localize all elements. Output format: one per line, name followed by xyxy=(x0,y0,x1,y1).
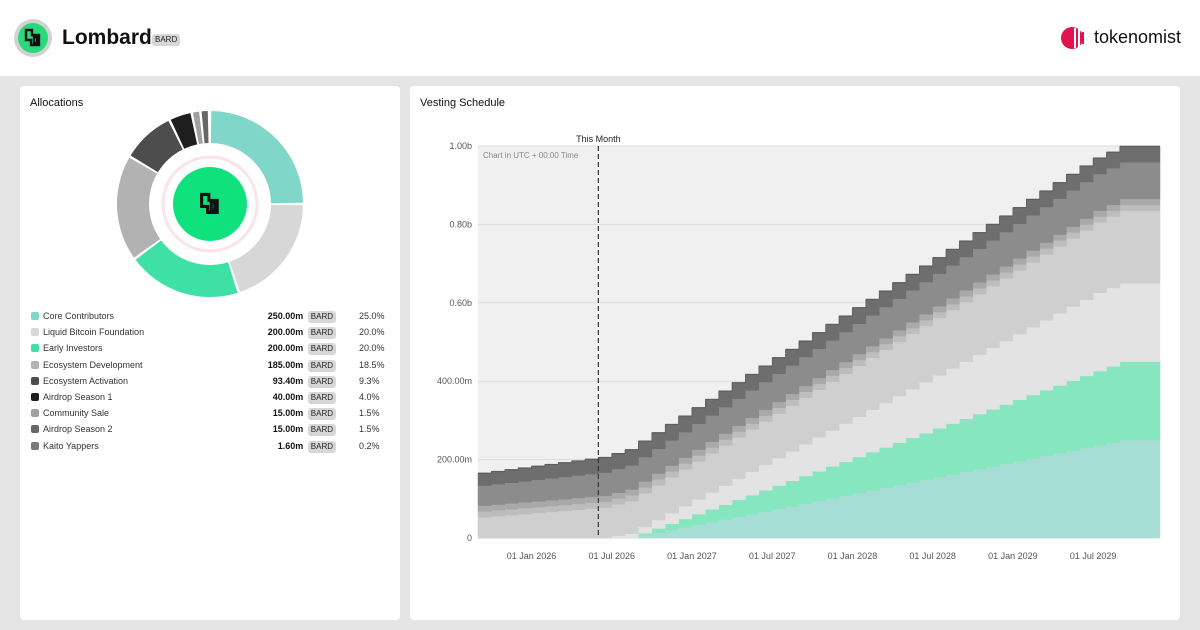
legend-percent: 20.0% xyxy=(359,342,391,354)
legend-item[interactable]: Ecosystem Development 185.00m BARD 18.5% xyxy=(31,359,391,371)
y-tick-label: 400.00m xyxy=(437,376,472,386)
legend-label: Ecosystem Activation xyxy=(43,375,128,387)
legend-amount: 93.40m BARD xyxy=(273,375,336,388)
legend-item[interactable]: Community Sale 15.00m BARD 1.5% xyxy=(31,407,391,419)
legend-amount-value: 200.00m xyxy=(268,343,304,353)
legend-percent: 9.3% xyxy=(359,375,391,387)
y-tick-label: 1.00b xyxy=(449,141,472,151)
legend-amount: 200.00m BARD xyxy=(268,342,336,355)
legend-swatch xyxy=(31,361,39,369)
legend-item[interactable]: Ecosystem Activation 93.40m BARD 9.3% xyxy=(31,375,391,387)
legend-symbol-badge: BARD xyxy=(308,360,336,372)
legend-percent: 25.0% xyxy=(359,310,391,322)
legend-amount: 15.00m BARD xyxy=(273,423,336,436)
legend-label: Ecosystem Development xyxy=(43,359,143,371)
project-symbol-badge: BARD xyxy=(152,34,180,46)
legend-amount: 15.00m BARD xyxy=(273,407,336,420)
legend-symbol-badge: BARD xyxy=(308,327,336,339)
header: Lombard BARD tokenomist xyxy=(0,0,1200,76)
legend-amount-value: 40.00m xyxy=(273,392,304,402)
legend-amount-value: 1.60m xyxy=(278,441,304,451)
legend-swatch xyxy=(31,425,39,433)
chart-timezone-note: Chart in UTC + 00:00 Time xyxy=(483,151,579,160)
x-tick-label: 01 Jan 2029 xyxy=(988,551,1038,561)
legend-percent: 1.5% xyxy=(359,423,391,435)
tokenomist-brand: tokenomist xyxy=(1094,27,1181,48)
y-tick-label: 0.60b xyxy=(449,298,472,308)
x-tick-label: 01 Jul 2027 xyxy=(749,551,796,561)
legend-label: Community Sale xyxy=(43,407,109,419)
legend-label: Liquid Bitcoin Foundation xyxy=(43,326,144,338)
vesting-chart: 0 200.00m 400.00m 0.60b 0.80b 1.00b 01 Jan 202… xyxy=(410,86,1180,620)
legend-swatch xyxy=(31,409,39,417)
allocations-panel: Allocations Core Contributors 250.00m BAR… xyxy=(20,86,400,620)
y-tick-label: 200.00m xyxy=(437,455,472,465)
x-tick-label: 01 Jul 2028 xyxy=(909,551,956,561)
legend-amount-value: 250.00m xyxy=(268,311,304,321)
legend-amount: 40.00m BARD xyxy=(273,391,336,404)
legend-item[interactable]: Core Contributors 250.00m BARD 25.0% xyxy=(31,310,391,322)
legend-amount: 250.00m BARD xyxy=(268,310,336,323)
y-tick-label: 0.80b xyxy=(449,219,472,229)
legend-amount-value: 93.40m xyxy=(273,376,304,386)
donut-slice-8[interactable] xyxy=(202,111,209,143)
legend-label: Early Investors xyxy=(43,342,103,354)
legend-label: Airdrop Season 2 xyxy=(43,423,113,435)
legend-label: Kaito Yappers xyxy=(43,440,99,452)
legend-symbol-badge: BARD xyxy=(308,441,336,453)
x-tick-label: 01 Jan 2026 xyxy=(507,551,557,561)
x-tick-label: 01 Jul 2026 xyxy=(588,551,635,561)
legend-label: Airdrop Season 1 xyxy=(43,391,113,403)
legend-percent: 20.0% xyxy=(359,326,391,338)
legend-symbol-badge: BARD xyxy=(308,376,336,388)
legend-percent: 0.2% xyxy=(359,440,391,452)
legend-percent: 4.0% xyxy=(359,391,391,403)
legend-symbol-badge: BARD xyxy=(308,392,336,404)
legend-swatch xyxy=(31,442,39,450)
lombard-logo-icon xyxy=(14,19,52,57)
legend-percent: 1.5% xyxy=(359,407,391,419)
y-tick-label: 0 xyxy=(467,533,472,543)
legend-amount-value: 200.00m xyxy=(268,327,304,337)
vesting-panel: Vesting Schedule 0 200.00m 400.00m 0.60b 0.8… xyxy=(410,86,1180,620)
x-tick-label: 01 Jan 2028 xyxy=(828,551,878,561)
legend-symbol-badge: BARD xyxy=(308,424,336,436)
allocation-donut-chart xyxy=(20,108,400,308)
legend-amount-value: 15.00m xyxy=(273,408,304,418)
legend-percent: 18.5% xyxy=(359,359,391,371)
legend-symbol-badge: BARD xyxy=(308,343,336,355)
legend-item[interactable]: Airdrop Season 2 15.00m BARD 1.5% xyxy=(31,423,391,435)
legend-item[interactable]: Airdrop Season 1 40.00m BARD 4.0% xyxy=(31,391,391,403)
legend-symbol-badge: BARD xyxy=(308,408,336,420)
legend-symbol-badge: BARD xyxy=(308,311,336,323)
donut-slice-4[interactable] xyxy=(117,158,160,258)
this-month-label: This Month xyxy=(576,134,621,144)
legend-swatch xyxy=(31,328,39,336)
legend-amount: 1.60m BARD xyxy=(278,440,336,453)
legend-swatch xyxy=(31,393,39,401)
legend-amount-value: 185.00m xyxy=(268,360,304,370)
legend-amount: 185.00m BARD xyxy=(268,359,336,372)
legend-swatch xyxy=(31,312,39,320)
x-tick-label: 01 Jul 2029 xyxy=(1070,551,1117,561)
x-tick-label: 01 Jan 2027 xyxy=(667,551,717,561)
project-name: Lombard xyxy=(62,26,152,50)
legend-item[interactable]: Early Investors 200.00m BARD 20.0% xyxy=(31,342,391,354)
legend-item[interactable]: Liquid Bitcoin Foundation 200.00m BARD 20.… xyxy=(31,326,391,338)
tokenomist-logo-icon xyxy=(1060,26,1086,50)
legend-swatch xyxy=(31,344,39,352)
legend-swatch xyxy=(31,377,39,385)
legend-item[interactable]: Kaito Yappers 1.60m BARD 0.2% xyxy=(31,440,391,452)
legend-label: Core Contributors xyxy=(43,310,114,322)
legend-amount: 200.00m BARD xyxy=(268,326,336,339)
legend-amount-value: 15.00m xyxy=(273,424,304,434)
